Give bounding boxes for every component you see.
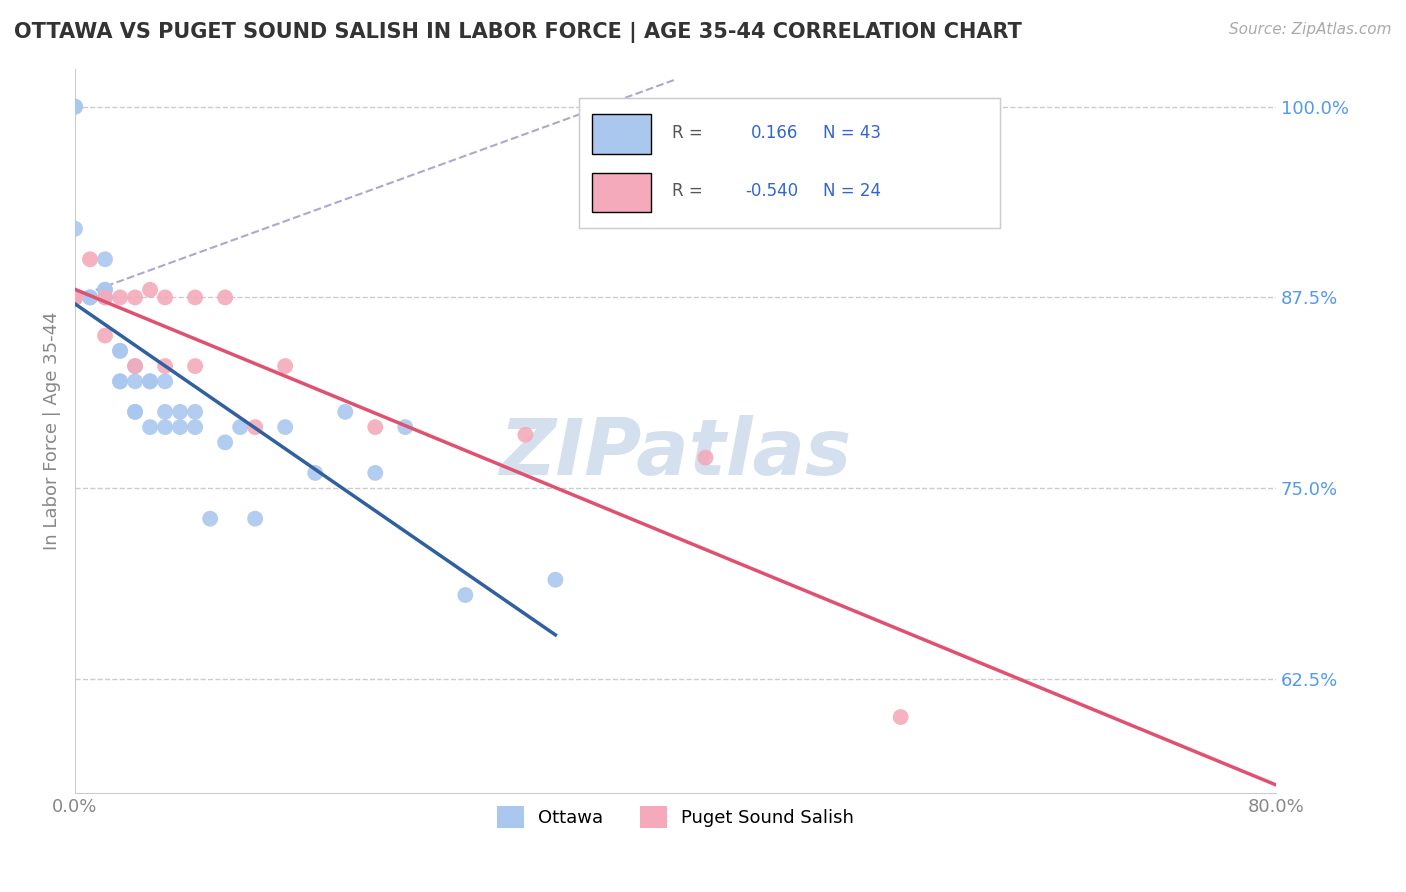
Point xyxy=(544,573,567,587)
Point xyxy=(139,375,162,389)
Point xyxy=(139,420,162,434)
Point xyxy=(153,359,176,373)
Y-axis label: In Labor Force | Age 35-44: In Labor Force | Age 35-44 xyxy=(44,311,60,550)
Point xyxy=(63,290,86,304)
Point xyxy=(124,405,146,419)
Point xyxy=(153,375,176,389)
Point xyxy=(890,710,912,724)
Point xyxy=(304,466,326,480)
Point xyxy=(153,290,176,304)
Point xyxy=(79,290,101,304)
Point xyxy=(124,359,146,373)
Point xyxy=(63,290,86,304)
Point xyxy=(153,405,176,419)
Point xyxy=(124,290,146,304)
Point xyxy=(63,290,86,304)
Point xyxy=(63,100,86,114)
Point xyxy=(94,290,117,304)
Point xyxy=(63,100,86,114)
Legend: Ottawa, Puget Sound Salish: Ottawa, Puget Sound Salish xyxy=(489,798,862,835)
Point xyxy=(515,427,537,442)
Point xyxy=(108,343,131,358)
Point xyxy=(139,283,162,297)
Point xyxy=(63,290,86,304)
Point xyxy=(94,290,117,304)
Point xyxy=(153,420,176,434)
Point xyxy=(63,290,86,304)
Point xyxy=(335,405,357,419)
Point xyxy=(229,420,252,434)
Text: OTTAWA VS PUGET SOUND SALISH IN LABOR FORCE | AGE 35-44 CORRELATION CHART: OTTAWA VS PUGET SOUND SALISH IN LABOR FO… xyxy=(14,22,1022,44)
Point xyxy=(94,283,117,297)
Point xyxy=(695,450,717,465)
Point xyxy=(214,290,236,304)
Point xyxy=(364,466,387,480)
Point xyxy=(63,221,86,235)
Point xyxy=(274,359,297,373)
Point xyxy=(139,375,162,389)
Point xyxy=(243,511,266,525)
Point xyxy=(394,420,416,434)
Text: ZIPatlas: ZIPatlas xyxy=(499,415,852,491)
Point xyxy=(108,375,131,389)
Point xyxy=(169,420,191,434)
Point xyxy=(124,359,146,373)
Point xyxy=(94,252,117,267)
Point xyxy=(169,405,191,419)
Point xyxy=(184,290,207,304)
Point xyxy=(108,343,131,358)
Point xyxy=(63,290,86,304)
Point xyxy=(63,290,86,304)
Point xyxy=(94,328,117,343)
Text: Source: ZipAtlas.com: Source: ZipAtlas.com xyxy=(1229,22,1392,37)
Point xyxy=(63,290,86,304)
Point xyxy=(108,375,131,389)
Point xyxy=(63,290,86,304)
Point xyxy=(454,588,477,602)
Point xyxy=(63,290,86,304)
Point xyxy=(124,405,146,419)
Point xyxy=(94,283,117,297)
Point xyxy=(124,375,146,389)
Point xyxy=(79,290,101,304)
Point xyxy=(274,420,297,434)
Point xyxy=(214,435,236,450)
Point xyxy=(108,290,131,304)
Point xyxy=(243,420,266,434)
Point xyxy=(364,420,387,434)
Point xyxy=(184,420,207,434)
Point xyxy=(198,511,221,525)
Point xyxy=(184,359,207,373)
Point xyxy=(184,405,207,419)
Point xyxy=(63,290,86,304)
Point xyxy=(79,252,101,267)
